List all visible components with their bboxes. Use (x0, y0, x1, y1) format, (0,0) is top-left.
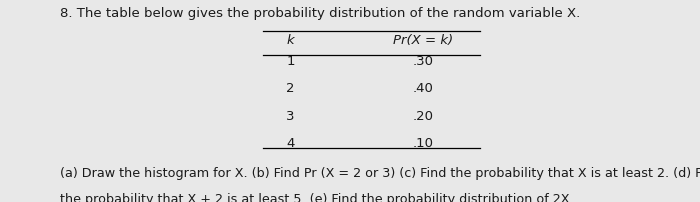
Text: 2: 2 (286, 82, 295, 95)
Text: .20: .20 (413, 110, 434, 123)
Text: .40: .40 (413, 82, 434, 95)
Text: 1: 1 (286, 55, 295, 68)
Text: the probability that X + 2 is at least 5. (e) Find the probability distribution : the probability that X + 2 is at least 5… (60, 193, 573, 202)
Text: 4: 4 (286, 137, 295, 150)
Text: (a) Draw the histogram for X. (b) Find Pr (X = 2 or 3) (c) Find the probability : (a) Draw the histogram for X. (b) Find P… (60, 167, 700, 180)
Text: k: k (287, 34, 294, 47)
Text: 8. The table below gives the probability distribution of the random variable X.: 8. The table below gives the probability… (60, 7, 580, 20)
Text: .30: .30 (413, 55, 434, 68)
Text: Pr(X = k): Pr(X = k) (393, 34, 454, 47)
Text: .10: .10 (413, 137, 434, 150)
Text: 3: 3 (286, 110, 295, 123)
